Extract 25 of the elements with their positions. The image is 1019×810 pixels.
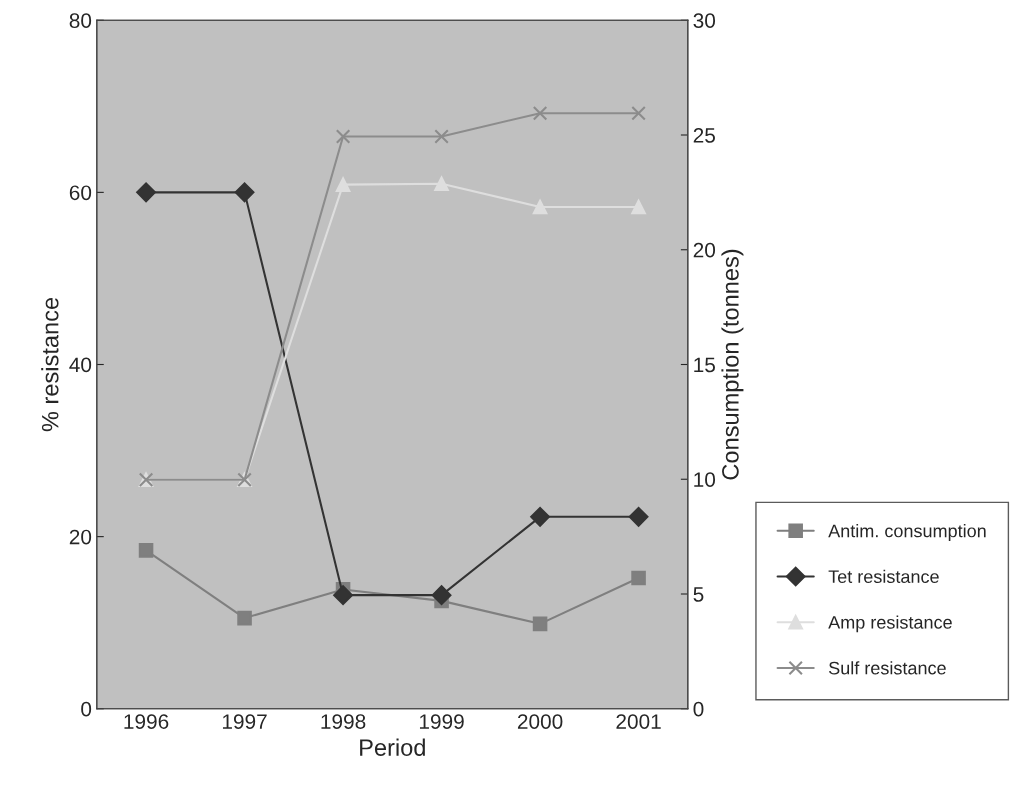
y-tick-label: 80 [69, 13, 92, 28]
y2-tick-label: 20 [693, 242, 716, 258]
x-tick-label: 1996 [124, 714, 169, 729]
x-axis-title: Period [360, 738, 425, 756]
x-tick-label: 2001 [616, 714, 661, 729]
y2-tick-label: 30 [693, 13, 716, 28]
y2-tick-label: 15 [694, 357, 715, 373]
x-tick-label: 2000 [517, 714, 563, 729]
x-tick-label: 1998 [321, 714, 366, 729]
legend-label: Antim. consumption [828, 524, 986, 541]
legend-label: Tet resistance [828, 569, 939, 584]
y2-tick-label: 0 [693, 701, 704, 717]
y-tick-label: 0 [81, 701, 92, 717]
y2-tick-label: 10 [694, 472, 716, 487]
x-tick-label: 1999 [419, 714, 464, 729]
y-tick-label: 40 [69, 357, 92, 373]
x-tick-label: 1997 [222, 714, 267, 729]
y2-axis-title: Consumption (tonnes) [721, 249, 744, 480]
y-tick-label: 60 [69, 185, 92, 201]
y2-tick-label: 5 [693, 587, 704, 602]
legend-label: Amp resistance [828, 615, 952, 633]
y2-tick-label: 25 [693, 128, 715, 143]
legend-label: Sulf resistance [829, 661, 946, 675]
y-axis-title: % resistance [41, 297, 59, 432]
y-tick-label: 20 [69, 529, 92, 545]
